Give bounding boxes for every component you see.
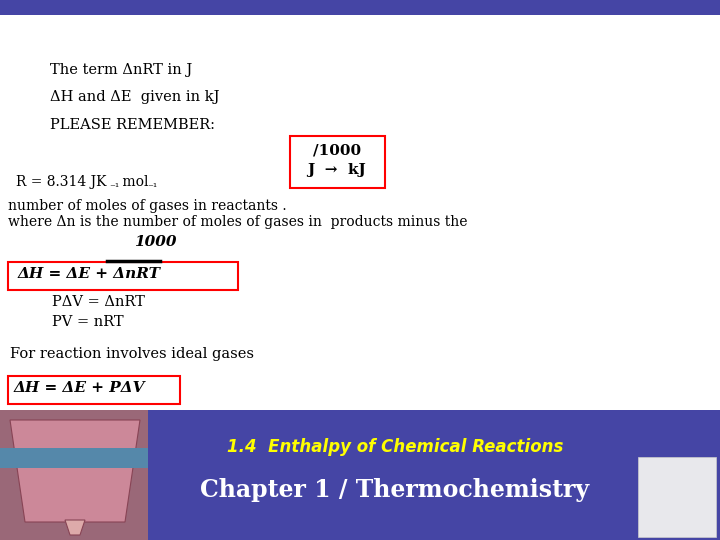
Polygon shape: [65, 520, 85, 535]
Text: ⁻¹: ⁻¹: [147, 183, 157, 193]
FancyBboxPatch shape: [0, 0, 720, 15]
FancyBboxPatch shape: [0, 410, 720, 540]
Text: where Δn is the number of moles of gases in  products minus the: where Δn is the number of moles of gases…: [8, 215, 467, 229]
FancyBboxPatch shape: [8, 262, 238, 290]
Text: number of moles of gases in reactants .: number of moles of gases in reactants .: [8, 199, 287, 213]
Text: PV = nRT: PV = nRT: [52, 315, 124, 329]
FancyBboxPatch shape: [8, 376, 180, 404]
Text: PΔV = ΔnRT: PΔV = ΔnRT: [52, 295, 145, 309]
Text: 1000: 1000: [134, 235, 176, 249]
Text: ΔH = ΔE + PΔV: ΔH = ΔE + PΔV: [14, 381, 145, 395]
FancyBboxPatch shape: [290, 136, 385, 188]
FancyBboxPatch shape: [638, 457, 716, 537]
Polygon shape: [10, 420, 140, 522]
Text: PLEASE REMEMBER:: PLEASE REMEMBER:: [50, 118, 215, 132]
Text: Chapter 1 / Thermochemistry: Chapter 1 / Thermochemistry: [200, 478, 590, 502]
Text: The term ΔnRT in J: The term ΔnRT in J: [50, 63, 192, 77]
Text: R = 8.314 JK: R = 8.314 JK: [16, 175, 107, 189]
Text: /1000: /1000: [313, 143, 361, 157]
Text: ΔH and ΔE  given in kJ: ΔH and ΔE given in kJ: [50, 90, 220, 104]
FancyBboxPatch shape: [0, 448, 148, 468]
Text: 1.4  Enthalpy of Chemical Reactions: 1.4 Enthalpy of Chemical Reactions: [227, 438, 563, 456]
Text: For reaction involves ideal gases: For reaction involves ideal gases: [10, 347, 254, 361]
Text: J  →  kJ: J → kJ: [307, 163, 366, 177]
Text: ⁻¹: ⁻¹: [109, 183, 120, 193]
Text: ΔH = ΔE + ΔnRT: ΔH = ΔE + ΔnRT: [18, 267, 161, 281]
FancyBboxPatch shape: [0, 410, 148, 540]
Text: mol: mol: [118, 175, 148, 189]
